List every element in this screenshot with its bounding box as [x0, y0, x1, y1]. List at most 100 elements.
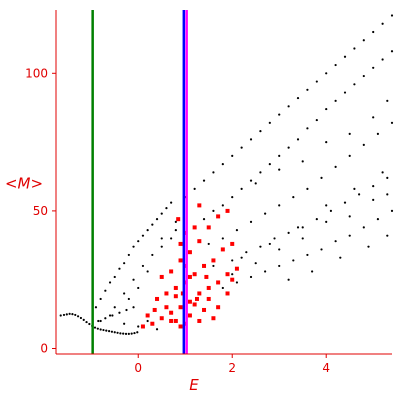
data-point-black [315, 80, 318, 83]
data-point-black [136, 331, 139, 334]
data-point-black [296, 138, 300, 141]
plot-area [59, 14, 394, 336]
y-tick-label: 0 [40, 341, 48, 355]
data-point-black [259, 129, 262, 133]
data-point-black [240, 146, 243, 149]
data-point-red [197, 318, 202, 323]
data-point-red [173, 285, 178, 290]
data-point-black [151, 223, 154, 226]
data-point-black [235, 229, 239, 232]
data-point-red [178, 241, 183, 246]
data-point-black [71, 312, 74, 316]
data-point-black [372, 30, 375, 34]
data-point-red [178, 258, 183, 263]
data-point-black [372, 116, 375, 119]
data-point-red [202, 307, 207, 312]
data-point-black [325, 72, 328, 75]
data-point-red [204, 274, 209, 279]
data-point-black [372, 66, 375, 69]
data-point-black [245, 251, 248, 254]
data-point-red [183, 280, 188, 285]
data-point-red [230, 241, 235, 246]
data-point-red [159, 274, 164, 279]
data-point-black [390, 121, 394, 124]
data-point-red [178, 324, 183, 329]
data-point-black [278, 248, 281, 251]
data-point-black [174, 220, 177, 224]
data-point-black [353, 83, 356, 86]
data-point-black [264, 270, 267, 273]
data-point-black [151, 253, 154, 257]
data-point-black [334, 165, 337, 168]
data-point-black [376, 218, 380, 221]
data-point-red [211, 258, 216, 263]
data-point-black [122, 332, 125, 335]
data-point-black [221, 286, 224, 290]
data-point-red [187, 250, 192, 255]
data-point-black [99, 297, 102, 301]
data-point-black [386, 176, 389, 179]
data-point-black [306, 127, 309, 130]
data-point-black [113, 275, 116, 279]
data-point-red [159, 316, 164, 321]
data-point-black [287, 231, 290, 235]
data-point-black [124, 332, 128, 336]
data-point-red [202, 263, 207, 268]
data-point-black [390, 14, 394, 17]
data-point-black [85, 320, 88, 324]
data-point-black [287, 278, 290, 281]
data-point-black [358, 193, 361, 196]
data-point-black [325, 107, 328, 111]
data-point-black [287, 105, 290, 108]
data-point-black [123, 322, 126, 325]
data-point-red [187, 313, 192, 318]
data-point-black [362, 226, 365, 229]
data-point-red [183, 230, 188, 235]
y-axis-label: <M> [5, 174, 43, 192]
data-point-black [306, 88, 309, 91]
data-point-black [141, 234, 145, 237]
data-point-red [152, 307, 157, 312]
data-point-black [348, 132, 351, 135]
data-point-red [169, 269, 174, 274]
data-point-red [155, 296, 160, 301]
data-point-black [141, 264, 145, 268]
data-point-black [113, 306, 116, 309]
data-point-black [301, 160, 304, 163]
data-point-black [137, 325, 140, 328]
data-point-black [212, 171, 215, 174]
data-point-red [206, 285, 211, 290]
data-point-black [376, 132, 380, 135]
data-point-black [301, 237, 304, 240]
data-point-black [160, 212, 163, 215]
data-point-black [273, 237, 276, 240]
data-point-black [306, 253, 309, 257]
data-point-black [137, 240, 140, 243]
data-point-red [192, 225, 197, 230]
data-point-black [348, 234, 351, 237]
data-point-black [334, 240, 337, 243]
data-point-black [160, 237, 163, 240]
data-point-black [362, 39, 365, 42]
data-point-red [145, 313, 150, 318]
data-point-red [206, 296, 211, 301]
data-point-red [187, 299, 192, 304]
data-point-black [390, 209, 394, 212]
data-point-black [65, 313, 68, 316]
data-point-black [240, 187, 243, 190]
data-point-red [192, 302, 197, 307]
data-point-red [220, 247, 225, 252]
data-point-black [249, 179, 253, 182]
data-point-black [93, 326, 97, 329]
y-tick-label: 100 [25, 66, 48, 80]
data-point-black [249, 275, 253, 279]
data-point-black [386, 99, 389, 102]
data-point-red [197, 291, 202, 296]
data-point-red [225, 272, 230, 277]
data-point-black [94, 306, 98, 309]
data-point-black [221, 204, 224, 207]
data-point-black [127, 253, 130, 257]
data-point-black [111, 314, 114, 317]
x-axis-label: E [189, 376, 199, 394]
